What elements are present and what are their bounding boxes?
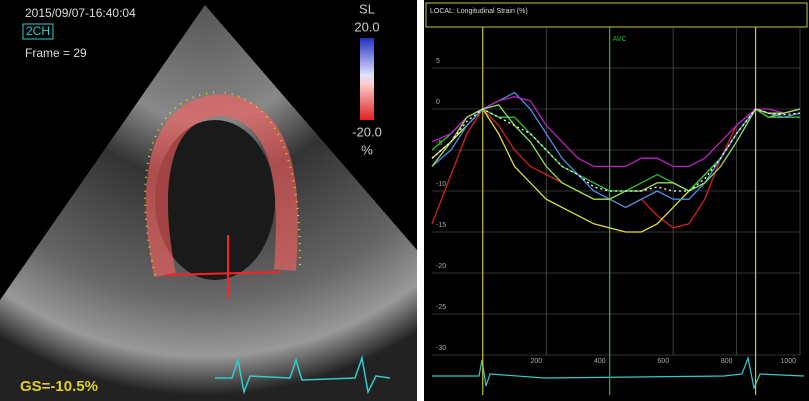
x-tick-label: 800 (721, 358, 733, 365)
scale-unit: % (361, 142, 373, 157)
global-strain: GS=-10.5% (20, 378, 98, 395)
color-bar (360, 38, 374, 120)
scale-title: SL (359, 1, 375, 16)
chart-background (424, 0, 809, 401)
chart-title: LOCAL: Longitudinal Strain (%) (430, 8, 528, 15)
x-tick-label: 1000 (780, 358, 796, 365)
y-tick-label: 0 (436, 99, 440, 106)
screenshot: 2015/09/07-16:40:04 2CH Frame = 29 SL 20… (0, 0, 809, 401)
frame-label: Frame = 29 (25, 46, 87, 60)
y-tick-label: -15 (436, 222, 446, 229)
timestamp: 2015/09/07-16:40:04 (25, 6, 136, 20)
y-tick-label: -30 (436, 345, 446, 352)
avc-label: AVC (613, 36, 627, 43)
y-tick-label: -25 (436, 304, 446, 311)
y-tick-label: 5 (436, 58, 440, 65)
x-tick-label: 600 (657, 358, 669, 365)
y-tick-label: -10 (436, 181, 446, 188)
x-tick-label: 200 (531, 358, 543, 365)
strain-chart: LOCAL: Longitudinal Strain (%) 50-5-10-1… (424, 0, 809, 401)
echo-panel: 2015/09/07-16:40:04 2CH Frame = 29 SL 20… (0, 0, 417, 401)
scale-min: -20.0 (352, 124, 382, 139)
x-tick-label: 400 (594, 358, 606, 365)
y-tick-label: -20 (436, 263, 446, 270)
scale-max: 20.0 (354, 19, 379, 34)
view-label: 2CH (26, 24, 50, 38)
